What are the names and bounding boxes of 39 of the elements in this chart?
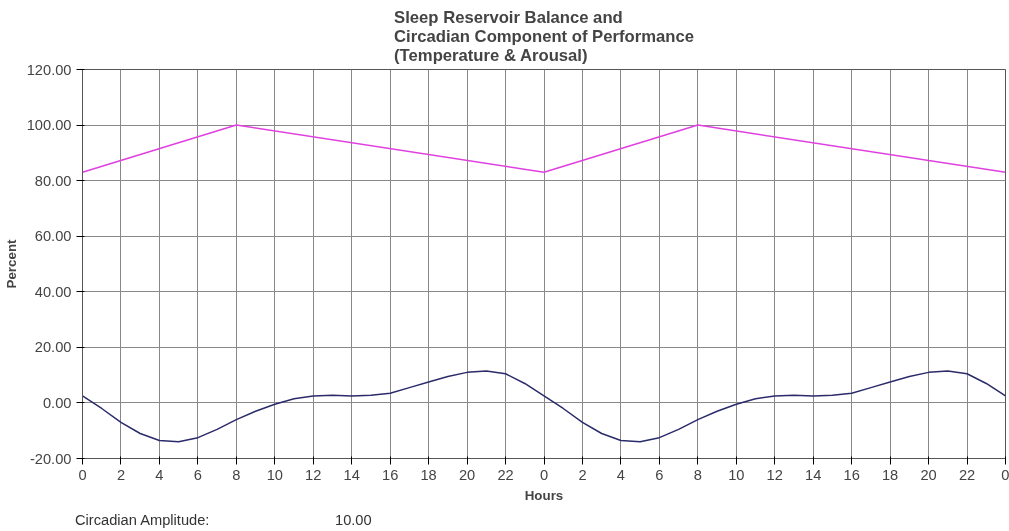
y-tick-label: 80.00	[34, 172, 72, 189]
x-tick-label: 14	[343, 466, 360, 483]
x-tick-label: 18	[420, 466, 437, 483]
chart-title: Sleep Reservoir Balance and Circadian Component of Performance (Temperature & Arousal)	[394, 7, 694, 65]
x-tick-label: 22	[958, 466, 976, 483]
y-tick-label: 0.00	[42, 394, 72, 411]
x-tick-label: 4	[155, 466, 164, 483]
line-series	[82, 370, 1006, 443]
y-tick-label: 20.00	[34, 339, 72, 356]
x-tick-label: 4	[616, 466, 625, 483]
x-tick-label: 18	[881, 466, 899, 483]
x-tick-label: 22	[497, 466, 514, 483]
x-tick-label: 6	[655, 466, 664, 483]
text: Circadian Amplitude:	[75, 511, 210, 530]
x-tick-label: 0	[78, 466, 87, 483]
x-tick-label: 2	[116, 466, 126, 483]
x-axis-title: Hours	[524, 487, 564, 503]
x-tick-label: 20	[458, 466, 476, 483]
x-tick-label: 2	[578, 466, 587, 483]
y-tick-label: 120.00	[26, 61, 72, 78]
y-tick-label: 60.00	[34, 228, 72, 245]
x-tick-label: 8	[693, 466, 702, 483]
x-tick-label: 10	[266, 466, 283, 483]
x-tick-label: 14	[805, 466, 822, 483]
y-tick-label: 100.00	[26, 117, 72, 134]
x-tick-label: 12	[305, 466, 322, 483]
x-tick-label: 8	[232, 466, 241, 483]
y-axis-title: Percent	[3, 238, 19, 289]
y-tick-label: 40.00	[34, 283, 72, 300]
x-tick-label: 16	[382, 466, 399, 483]
x-tick-label: 20	[920, 466, 937, 483]
x-tick-label: 0	[1001, 466, 1009, 483]
x-tick-label: 12	[766, 466, 783, 483]
x-tick-label: 16	[843, 466, 860, 483]
y-tick-label: -20.00	[29, 450, 72, 467]
x-tick-label: 10	[728, 466, 745, 483]
x-tick-label: 6	[193, 466, 202, 483]
text: 10.00	[335, 511, 372, 530]
x-tick-label: 0	[539, 466, 549, 483]
